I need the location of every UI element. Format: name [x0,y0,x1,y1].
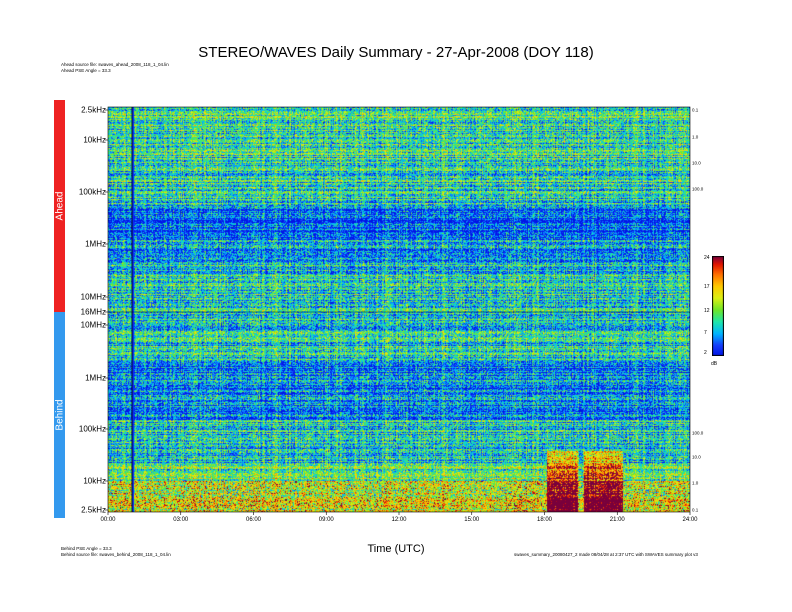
ahead-ytick-100khz: 100kHz [78,187,106,197]
right-tick-top-0-1: 0.1 [692,107,699,113]
xtick-24-00: 24:00 [682,517,698,523]
time-axis: 00:00 03:00 06:00 09:00 12:00 15:00 18:00 21:00… [0,517,792,527]
colorbar-unit: dB [711,361,718,367]
ahead-ytick-16mhz: 16MHz [80,307,106,317]
right-tick-bottom-100-0: 100.0 [692,430,704,436]
behind-ytick-10khz: 10kHz [83,476,106,486]
right-axis: 0.1 1.0 10.0 100.0 100.0 10.0 1.0 0.1 [692,0,712,612]
chart-title: STEREO/WAVES Daily Summary - 27-Apr-2008… [198,44,594,61]
colorbar-tick-24: 24 [704,255,710,261]
right-tick-bottom-1-0: 1.0 [692,480,699,486]
behind-band: Behind [54,312,65,518]
xtick-15-00: 15:00 [464,517,480,523]
plot-frame [107,106,691,513]
colorbar-tick-17: 17 [704,284,710,290]
xtick-18-00: 18:00 [536,517,553,523]
colorbar-tick-12: 12 [704,308,710,314]
right-tick-top-10-0: 10.0 [692,160,701,166]
behind-pse-angle: Behind PSE Angle = 33.3 [61,546,112,551]
xtick-03-00: 03:00 [173,517,189,523]
right-tick-top-1-0: 1.0 [692,134,699,140]
behind-ytick-1mhz: 1MHz [85,373,106,383]
colorbar-tick-2: 2 [704,350,707,356]
colorbar [712,256,724,356]
ahead-ytick-2-5khz: 2.5kHz [81,105,106,115]
behind-ytick-10mhz: 10MHz [80,320,106,330]
behind-ytick-100khz: 100kHz [78,424,106,434]
right-tick-bottom-10-0: 10.0 [692,454,701,460]
frequency-axis: 2.5kHz 10kHz 100kHz 1MHz 10MHz 16MHz 10MHz 1MHz… [60,0,106,612]
right-tick-bottom-0-1: 0.1 [692,507,699,513]
footer-credit: swaves_summary_20080427_2 made 08/04/28 … [514,552,698,557]
xtick-21-00: 21:00 [609,517,625,523]
xtick-00-00: 00:00 [100,517,116,523]
ahead-ytick-10mhz: 10MHz [80,292,106,302]
behind-source-file: Behind source file: swaves_behind_2008_1… [61,552,171,557]
ahead-ytick-10khz: 10kHz [83,135,106,145]
colorbar-tick-7: 7 [704,330,707,336]
xtick-09-00: 09:00 [318,517,334,523]
right-tick-top-100-0: 100.0 [692,186,704,192]
behind-ytick-2-5khz: 2.5kHz [81,505,106,515]
ahead-band: Ahead [54,100,65,312]
xtick-12-00: 12:00 [391,517,407,523]
ahead-source-file: Ahead source file: swaves_ahead_2008_118… [61,62,169,67]
ahead-pse-angle: Ahead PSE Angle = 33.3 [61,68,111,73]
x-axis-label: Time (UTC) [367,543,425,555]
xtick-06-00: 06:00 [245,517,262,523]
ahead-ytick-1mhz: 1MHz [85,239,106,249]
spectrogram [108,107,690,512]
